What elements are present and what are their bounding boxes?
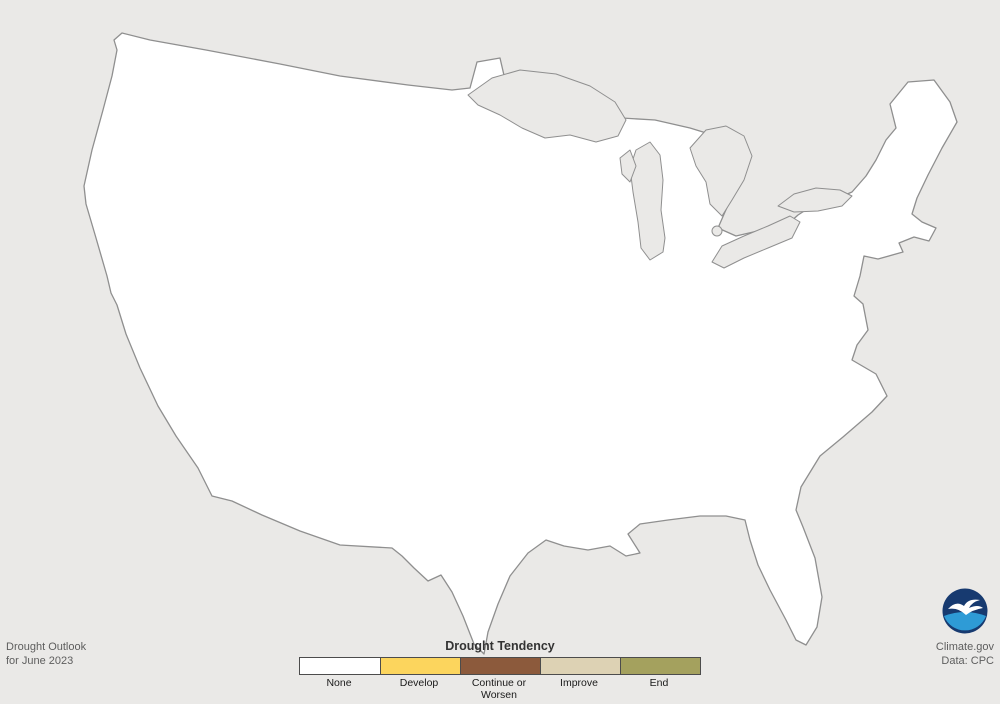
legend-label-none: None — [326, 677, 352, 689]
legend-swatch-improve — [540, 658, 620, 674]
lake-st-clair — [711, 225, 723, 237]
legend: Drought Tendency None Develop Continue o… — [299, 639, 701, 701]
legend-swatch-end — [620, 658, 700, 674]
noaa-gull-icon — [948, 599, 983, 615]
legend-title: Drought Tendency — [445, 639, 555, 653]
legend-label-end: End — [649, 677, 669, 689]
lake-ontario — [777, 187, 853, 213]
legend-swatch-none — [300, 658, 380, 674]
noaa-logo — [942, 588, 988, 634]
legend-label-improve: Improve — [560, 677, 598, 689]
noaa-emblem-icon — [942, 588, 988, 634]
legend-labels: None Develop Continue or Worsen Improve … — [299, 677, 701, 701]
lake-erie — [711, 215, 801, 269]
legend-label-develop: Develop — [399, 677, 439, 689]
map-title-line1: Drought Outlook — [6, 641, 87, 653]
legend-color-bar — [299, 657, 701, 675]
lake-michigan — [629, 141, 666, 261]
legend-swatch-develop — [380, 658, 460, 674]
legend-label-continue-or-worsen: Continue or Worsen — [471, 677, 527, 701]
map-title-line2: for June 2023 — [6, 654, 74, 667]
credit-data: Data: CPC — [941, 654, 994, 667]
legend-swatch-continue-or-worsen — [460, 658, 540, 674]
credit-source: Climate.gov — [935, 641, 994, 653]
great-lakes — [467, 69, 853, 269]
lake-superior — [467, 69, 627, 143]
lake-huron — [689, 125, 753, 217]
green-bay — [619, 149, 637, 183]
map-title-block: Drought Outlook for June 2023 — [6, 641, 86, 669]
map-credit-block: Climate.gov Data: CPC — [936, 641, 994, 669]
noaa-ocean-swoosh — [944, 612, 986, 631]
